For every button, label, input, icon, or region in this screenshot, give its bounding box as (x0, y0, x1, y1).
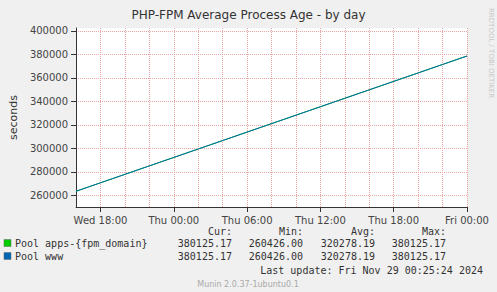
svg-text:320278.19: 320278.19 (321, 251, 375, 262)
svg-text:380125.17: 380125.17 (178, 238, 232, 249)
svg-text:380000: 380000 (30, 49, 68, 60)
svg-text:280000: 280000 (30, 166, 68, 177)
svg-text:320000: 320000 (30, 119, 68, 130)
svg-text:380125.17: 380125.17 (392, 251, 446, 262)
svg-text:Thu 06:00: Thu 06:00 (221, 215, 273, 226)
svg-text:Thu 00:00: Thu 00:00 (147, 215, 199, 226)
svg-text:Pool apps-{fpm_domain}: Pool apps-{fpm_domain} (15, 238, 147, 250)
svg-text:Last update: Fri Nov 29 00:25:: Last update: Fri Nov 29 00:25:24 2024 (260, 265, 483, 276)
svg-text:300000: 300000 (30, 143, 68, 154)
svg-text:260426.00: 260426.00 (249, 251, 303, 262)
svg-text:360000: 360000 (30, 72, 68, 83)
svg-text:380125.17: 380125.17 (392, 238, 446, 249)
svg-text:400000: 400000 (30, 25, 68, 36)
svg-text:RRDTOOL / TOBI OETIKER: RRDTOOL / TOBI OETIKER (487, 8, 495, 98)
svg-text:Avg:: Avg: (351, 226, 375, 237)
svg-text:Cur:: Cur: (208, 226, 232, 237)
svg-text:380125.17: 380125.17 (178, 251, 232, 262)
svg-text:320278.19: 320278.19 (321, 238, 375, 249)
svg-text:Max:: Max: (422, 226, 446, 237)
svg-text:340000: 340000 (30, 96, 68, 107)
svg-text:Min:: Min: (279, 226, 303, 237)
svg-text:Wed 18:00: Wed 18:00 (74, 215, 128, 226)
svg-text:PHP-FPM Average Process Age -: PHP-FPM Average Process Age - by day (131, 8, 365, 22)
svg-text:Thu 18:00: Thu 18:00 (367, 215, 419, 226)
svg-text:Fri 00:00: Fri 00:00 (445, 215, 489, 226)
svg-text:Munin 2.0.37-1ubuntu0.1: Munin 2.0.37-1ubuntu0.1 (197, 280, 299, 289)
svg-text:Thu 12:00: Thu 12:00 (294, 215, 346, 226)
svg-text:Pool www: Pool www (15, 251, 64, 262)
svg-text:260000: 260000 (30, 190, 68, 201)
svg-text:260426.00: 260426.00 (249, 238, 303, 249)
svg-text:seconds: seconds (7, 95, 20, 140)
